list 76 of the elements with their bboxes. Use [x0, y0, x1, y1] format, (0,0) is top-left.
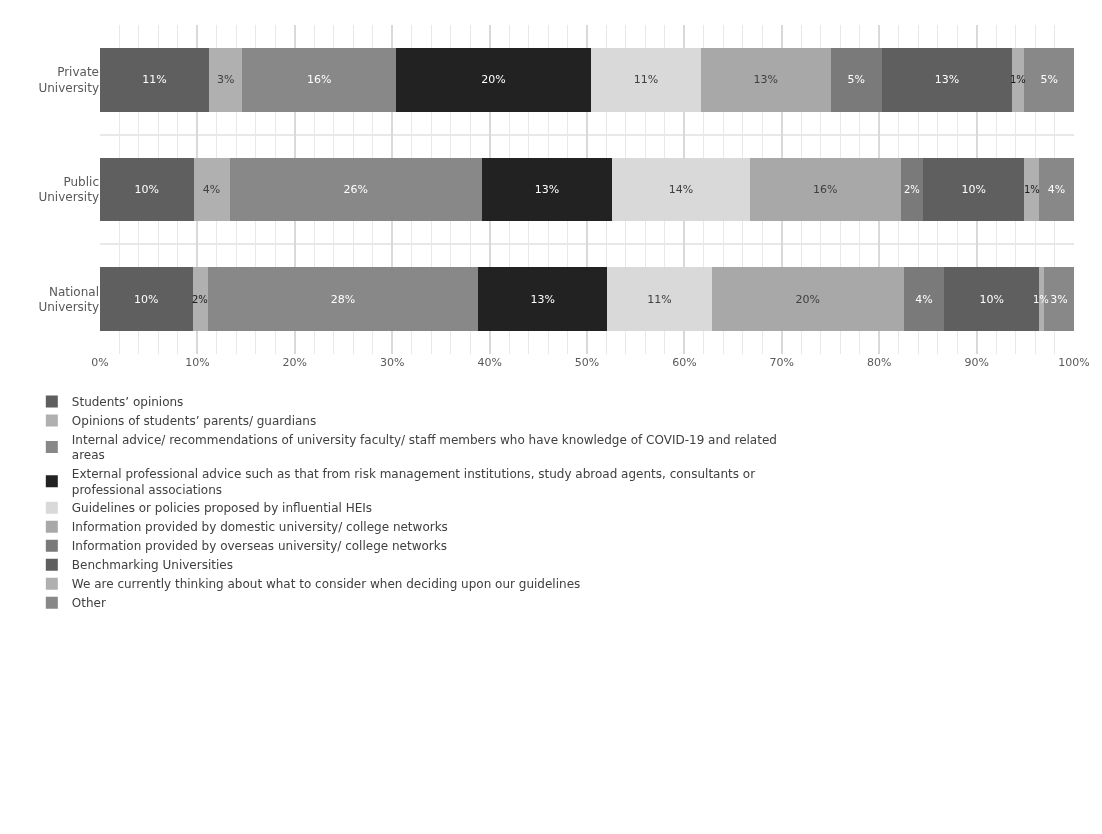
bar: [209, 48, 243, 112]
bar: [1024, 48, 1074, 112]
data-label: 11%: [633, 73, 659, 87]
x-tick-label: 80%: [866, 356, 892, 369]
data-label: 13%: [534, 183, 560, 196]
data-label: 11%: [142, 73, 167, 87]
legend-label: Opinions of students’ parents/ guardians: [71, 414, 317, 429]
bar: [242, 48, 397, 112]
data-label: 3%: [1050, 292, 1068, 306]
legend-label: Other: [71, 596, 106, 611]
bar: [830, 48, 883, 112]
bar: [923, 157, 1025, 222]
legend-label: Information provided by domestic university/ college networks: [71, 520, 448, 535]
bar: [100, 48, 210, 112]
bar: [882, 48, 1012, 112]
bar: [396, 48, 591, 112]
x-tick-label: 70%: [769, 356, 795, 369]
data-label: 16%: [306, 73, 332, 87]
bar: [229, 157, 482, 222]
bar: [481, 157, 613, 222]
legend-label: Benchmarking Universities: [71, 558, 233, 573]
bar: [900, 157, 924, 222]
data-label: 2%: [192, 294, 208, 305]
data-label: 1%: [1033, 294, 1049, 305]
data-label: 4%: [1047, 183, 1066, 196]
data-label: 16%: [812, 183, 838, 196]
bar: [1038, 157, 1074, 222]
x-tick-label: 60%: [672, 356, 697, 369]
data-label: 14%: [668, 183, 694, 196]
bar: [100, 267, 193, 331]
data-label: 2%: [904, 184, 920, 195]
data-label: 26%: [343, 183, 368, 196]
data-label: 28%: [330, 292, 356, 306]
bar: [100, 157, 194, 222]
x-tick-label: 30%: [379, 356, 405, 369]
data-label: 20%: [481, 73, 506, 87]
data-label: 10%: [134, 183, 159, 196]
data-label: 4%: [202, 183, 221, 196]
legend-label: We are currently thinking about what to consider when deciding upon our guidelines: [71, 577, 581, 592]
data-label: 11%: [647, 292, 672, 306]
bar: [208, 267, 478, 331]
x-tick-label: 20%: [282, 356, 308, 369]
y-tick-label: Private University: [38, 65, 99, 95]
data-label: 10%: [979, 292, 1004, 306]
data-label: 3%: [216, 73, 235, 87]
y-tick-label: Public University: [38, 174, 99, 205]
x-tick-label: 90%: [964, 356, 989, 369]
y-tick-label: National University: [38, 284, 99, 315]
legend-label: Internal advice/ recommendations of university faculty/ staff members who have knowledge of COVID-19 and related areas: [71, 432, 777, 463]
data-label: 13%: [530, 292, 555, 306]
bar: [193, 157, 230, 222]
legend-label: Information provided by overseas university/ college networks: [71, 539, 447, 554]
bar: [711, 267, 904, 331]
x-tick-label: 100%: [1058, 356, 1090, 369]
legend-label: Students’ opinions: [71, 395, 184, 410]
data-label: 5%: [1040, 73, 1058, 87]
data-label: 10%: [134, 292, 159, 306]
data-label: 4%: [915, 292, 933, 306]
data-label: 5%: [847, 73, 866, 87]
x-tick-label: 0%: [91, 356, 109, 369]
x-tick-label: 50%: [574, 356, 600, 369]
data-label: 1%: [1024, 184, 1040, 195]
bar: [1024, 157, 1039, 222]
x-tick-label: 40%: [477, 356, 502, 369]
bar: [700, 48, 831, 112]
data-label: 13%: [753, 73, 778, 87]
bar: [903, 267, 945, 331]
legend-label: External professional advice such as that from risk management institutions, study abroad agents, consultants or professional associations: [71, 467, 756, 497]
x-tick-label: 10%: [185, 356, 210, 369]
data-label: 1%: [1010, 74, 1026, 85]
data-label: 20%: [795, 292, 820, 306]
bar: [749, 157, 901, 222]
data-label: 10%: [961, 183, 986, 196]
data-label: 13%: [934, 73, 960, 87]
bar: [477, 267, 608, 331]
legend-label: Guidelines or policies proposed by influential HEIs: [71, 501, 373, 516]
